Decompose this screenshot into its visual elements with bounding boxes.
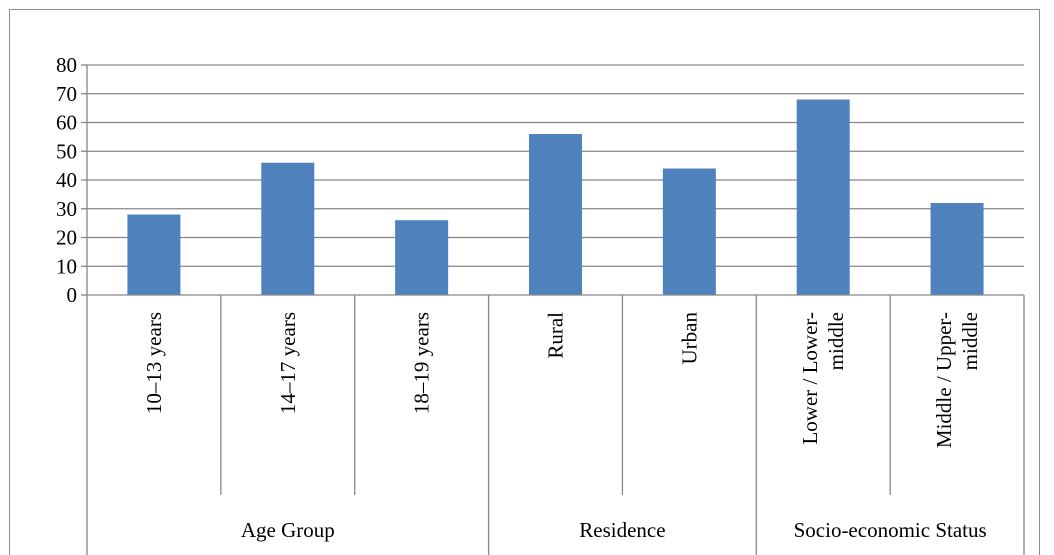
bar-3 (529, 134, 582, 295)
y-tick-label: 60 (56, 111, 77, 135)
category-label: 18–19 years (410, 312, 434, 414)
group-label: Residence (579, 518, 665, 542)
y-tick-label: 80 (56, 53, 77, 77)
bars (127, 99, 984, 295)
bar-5 (796, 99, 850, 295)
category-label: Urban (677, 312, 701, 365)
category-label: middle (824, 312, 848, 370)
chart-frame (9, 9, 1040, 555)
y-tick-label: 0 (67, 283, 78, 307)
bar-1 (261, 162, 315, 295)
category-label: Middle / Upper- (932, 312, 956, 448)
bar-2 (395, 220, 449, 295)
y-tick-label: 20 (56, 226, 77, 250)
axes (81, 64, 1025, 555)
y-tick-label: 40 (56, 168, 77, 192)
labels: 0 10 20 30 40 50 60 70 80 10–13 years 14–17 years 1… (56, 53, 987, 542)
y-tick-label: 30 (56, 197, 77, 221)
group-label: Age Group (241, 518, 335, 542)
category-label: middle (958, 312, 982, 370)
bar-6 (930, 203, 984, 295)
y-tick-label: 10 (56, 254, 77, 278)
group-label: Socio-economic Status (794, 518, 987, 542)
category-label: Rural (544, 312, 568, 359)
y-tick-label: 50 (56, 139, 77, 163)
category-label: Lower / Lower- (798, 312, 822, 445)
bar-0 (127, 214, 181, 295)
y-tick-label: 70 (56, 82, 77, 106)
category-label: 10–13 years (142, 312, 166, 414)
category-label: 14–17 years (276, 312, 300, 414)
bar-4 (662, 168, 716, 295)
